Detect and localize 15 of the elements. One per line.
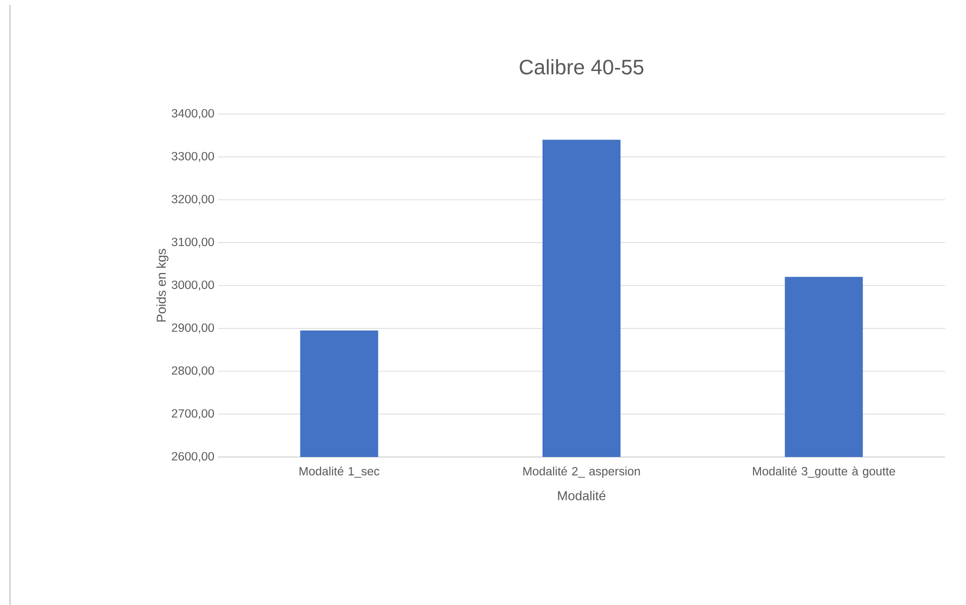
x-axis-title: Modalité — [558, 490, 606, 500]
x-tick-label: Modalité 2_ aspersion — [523, 466, 640, 478]
x-tick-label: Modalité 1_sec — [300, 466, 380, 478]
y-tick-label: 3200,00 — [172, 194, 214, 205]
y-axis-title: Poids en kgs — [156, 248, 168, 322]
y-tick-label: 3100,00 — [172, 238, 214, 248]
chart-title: Calibre 40-55 — [520, 59, 644, 75]
y-tick-label: 3300,00 — [172, 152, 214, 162]
y-tick-label: 3000,00 — [172, 280, 214, 290]
y-tick-label: 2700,00 — [172, 409, 214, 420]
y-tick-label: 2600,00 — [172, 452, 214, 462]
y-tick-label: 2900,00 — [172, 323, 214, 334]
x-tick-label: Modalité 3_goutte à goutte — [753, 466, 896, 478]
y-tick-label: 2800,00 — [172, 366, 214, 376]
y-tick-label: 3400,00 — [172, 109, 214, 119]
